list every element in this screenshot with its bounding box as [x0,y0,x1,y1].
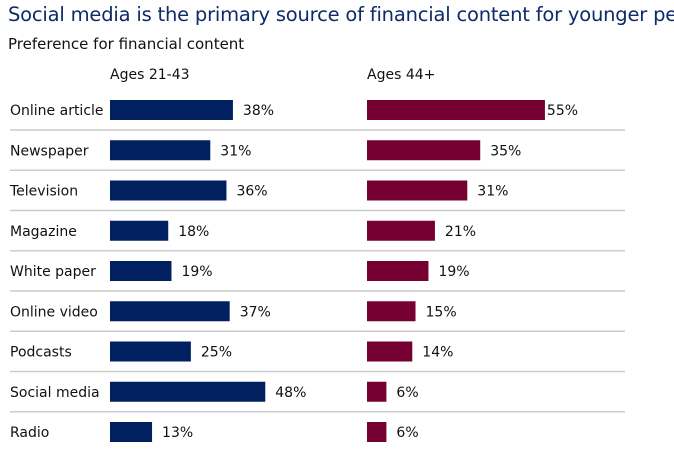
category-label: Magazine [10,224,77,240]
data-label: 55% [547,103,578,119]
bar [110,261,172,281]
data-label: 19% [181,264,212,280]
data-label: 21% [445,224,476,240]
category-label: Social media [10,385,100,401]
bar [110,341,191,362]
series-header-old: Ages 44+ [367,67,436,83]
bar [110,422,153,442]
data-label: 38% [243,103,274,119]
data-label: 35% [490,143,521,159]
bar [110,140,211,161]
category-label: Radio [10,425,49,441]
category-label: White paper [10,264,96,280]
bar [110,220,169,241]
data-label: 36% [236,184,267,200]
chart-title: Social media is the primary source of fi… [8,3,674,26]
bar [367,140,481,161]
data-label: 31% [477,184,508,200]
category-label: Television [9,184,78,200]
data-label: 48% [275,385,306,401]
bar [110,100,233,120]
data-label: 31% [220,143,251,159]
bar [110,180,227,201]
data-label: 6% [396,385,418,401]
bar [367,180,468,201]
bar [367,341,413,362]
bar [367,301,416,322]
data-label: 18% [178,224,209,240]
series-header-young: Ages 21-43 [110,67,190,83]
category-label: Newspaper [10,143,89,159]
category-label: Online article [10,103,104,119]
data-label: 15% [426,304,457,320]
bar [110,381,266,402]
category-label: Podcasts [10,345,72,361]
category-label: Online video [10,304,98,320]
bar [367,261,429,281]
bar [110,301,230,322]
data-label: 13% [162,425,193,441]
data-label: 14% [422,345,453,361]
data-label: 37% [240,304,271,320]
data-label: 25% [201,345,232,361]
bar [367,220,435,241]
data-label: 19% [438,264,469,280]
data-label: 6% [396,425,418,441]
bar [367,100,545,120]
bar [367,422,387,442]
chart-subtitle: Preference for financial content [8,35,245,53]
bar [367,381,387,402]
